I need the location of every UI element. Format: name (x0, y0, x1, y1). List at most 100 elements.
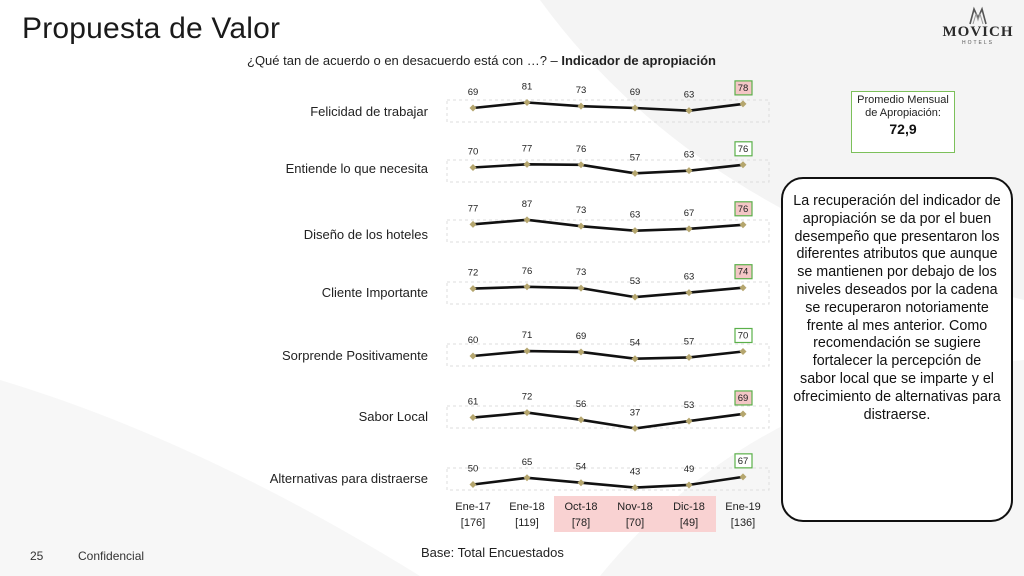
data-label: 57 (684, 336, 695, 347)
series-line (472, 411, 744, 430)
x-tick-label: Oct-18 (564, 501, 597, 513)
data-point (523, 160, 531, 168)
data-label: 63 (684, 150, 695, 161)
page-number: 25 (30, 549, 44, 563)
data-point (685, 225, 693, 233)
data-label: 78 (738, 83, 749, 94)
data-label: 76 (522, 266, 533, 277)
x-base-label: [119] (515, 517, 539, 529)
logo-subtext: HOTELS (961, 40, 994, 46)
data-label: 54 (576, 462, 587, 473)
data-point (685, 481, 693, 489)
data-label: 37 (630, 407, 641, 418)
data-label: 54 (630, 338, 641, 349)
data-point (631, 227, 639, 235)
x-tick-label: Ene-17 (455, 501, 490, 513)
data-label: 87 (522, 199, 533, 210)
data-point (739, 221, 747, 229)
data-point (739, 473, 747, 481)
x-base-label: [49] (680, 517, 698, 529)
series-line (472, 349, 744, 360)
page-title: Propuesta de Valor (22, 12, 281, 45)
data-label: 76 (738, 204, 749, 215)
average-label: Promedio Mensual de Apropiación: (857, 94, 949, 119)
data-point (631, 104, 639, 112)
data-label: 76 (576, 144, 587, 155)
data-label: 43 (630, 467, 641, 478)
data-point (523, 216, 531, 224)
data-point (577, 348, 585, 356)
data-label: 49 (684, 464, 695, 475)
series-frame (446, 405, 770, 429)
series-frame (446, 99, 770, 123)
data-point (685, 353, 693, 361)
data-label: 57 (630, 152, 641, 163)
data-label: 70 (468, 147, 479, 158)
x-tick-label: Ene-18 (509, 501, 544, 513)
data-label: 73 (576, 85, 587, 96)
data-point (577, 416, 585, 424)
series-label: Diseño de los hoteles (303, 227, 428, 242)
series-label: Entiende lo que necesita (285, 161, 428, 176)
series-line (472, 285, 744, 299)
data-label: 69 (468, 87, 479, 98)
data-label: 63 (684, 90, 695, 101)
x-base-label: [136] (731, 517, 755, 529)
series-label: Cliente Importante (321, 285, 428, 300)
data-label: 67 (738, 456, 749, 467)
data-point (523, 347, 531, 355)
series-label: Sorprende Positivamente (282, 348, 428, 363)
data-label: 77 (522, 143, 533, 154)
data-label: 61 (468, 397, 479, 408)
x-tick-label: Dic-18 (673, 501, 705, 513)
data-point (469, 104, 477, 112)
series-frame (446, 159, 770, 183)
latest-value-box (734, 453, 753, 469)
data-point (631, 169, 639, 177)
data-label: 71 (522, 330, 533, 341)
series-label: Felicidad de trabajar (310, 104, 428, 119)
data-point (523, 474, 531, 482)
x-base-label: [176] (461, 517, 485, 529)
series-label: Alternativas para distraerse (269, 471, 428, 486)
data-label: 60 (468, 335, 479, 346)
data-label: 81 (522, 82, 533, 93)
data-point (739, 410, 747, 418)
subtitle-question: ¿Qué tan de acuerdo o en desacuerdo está… (247, 53, 562, 68)
data-label: 67 (684, 208, 695, 219)
data-label: 72 (522, 392, 533, 403)
data-point (739, 284, 747, 292)
series-line (472, 163, 744, 175)
series-line (472, 101, 744, 112)
chart-subtitle: ¿Qué tan de acuerdo o en desacuerdo está… (247, 53, 716, 68)
latest-value-box (734, 80, 753, 96)
data-point (523, 99, 531, 107)
data-label: 74 (738, 267, 749, 278)
data-point (685, 107, 693, 115)
period-highlight-band (554, 496, 716, 532)
data-point (469, 414, 477, 422)
x-tick-label: Nov-18 (617, 501, 652, 513)
data-label: 73 (576, 267, 587, 278)
data-label: 69 (738, 393, 749, 404)
series-frame (446, 281, 770, 305)
data-label: 70 (738, 331, 749, 342)
latest-value-box (734, 327, 753, 344)
series-label: Sabor Local (358, 409, 428, 424)
callout-text: La recuperación del indicador de apropia… (793, 193, 1001, 423)
series-line (472, 475, 744, 489)
data-label: 72 (468, 268, 479, 279)
data-label: 65 (522, 457, 533, 468)
data-point (577, 479, 585, 487)
data-point (469, 352, 477, 360)
data-point (739, 348, 747, 355)
data-label: 53 (684, 400, 695, 411)
series-frame (446, 343, 770, 367)
data-point (631, 355, 639, 363)
latest-value-box (734, 264, 753, 280)
series-frame (446, 467, 770, 491)
data-point (577, 102, 585, 110)
data-point (523, 283, 531, 291)
data-point (685, 289, 693, 297)
data-point (631, 424, 639, 432)
